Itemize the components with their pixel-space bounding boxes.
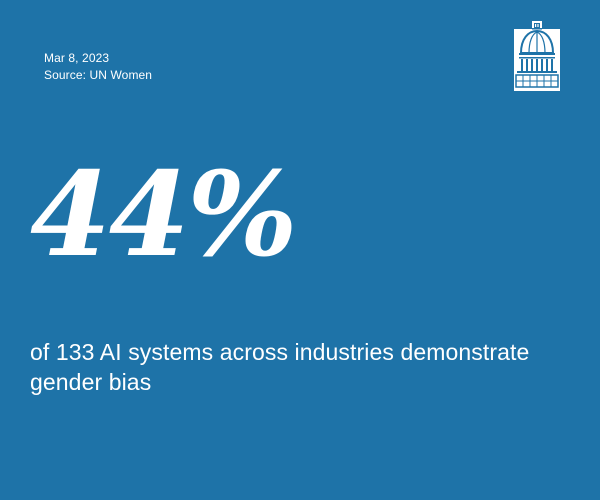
source-label: Source: UN Women — [44, 68, 153, 82]
date-label: Mar 8, 2023 — [44, 51, 110, 65]
headline-statistic: 44% — [30, 147, 298, 283]
capitol-dome-icon — [514, 17, 560, 91]
card-meta: Mar 8, 2023 Source: UN Women — [44, 50, 152, 84]
statistic-description: of 133 AI systems across industries demo… — [30, 339, 530, 395]
